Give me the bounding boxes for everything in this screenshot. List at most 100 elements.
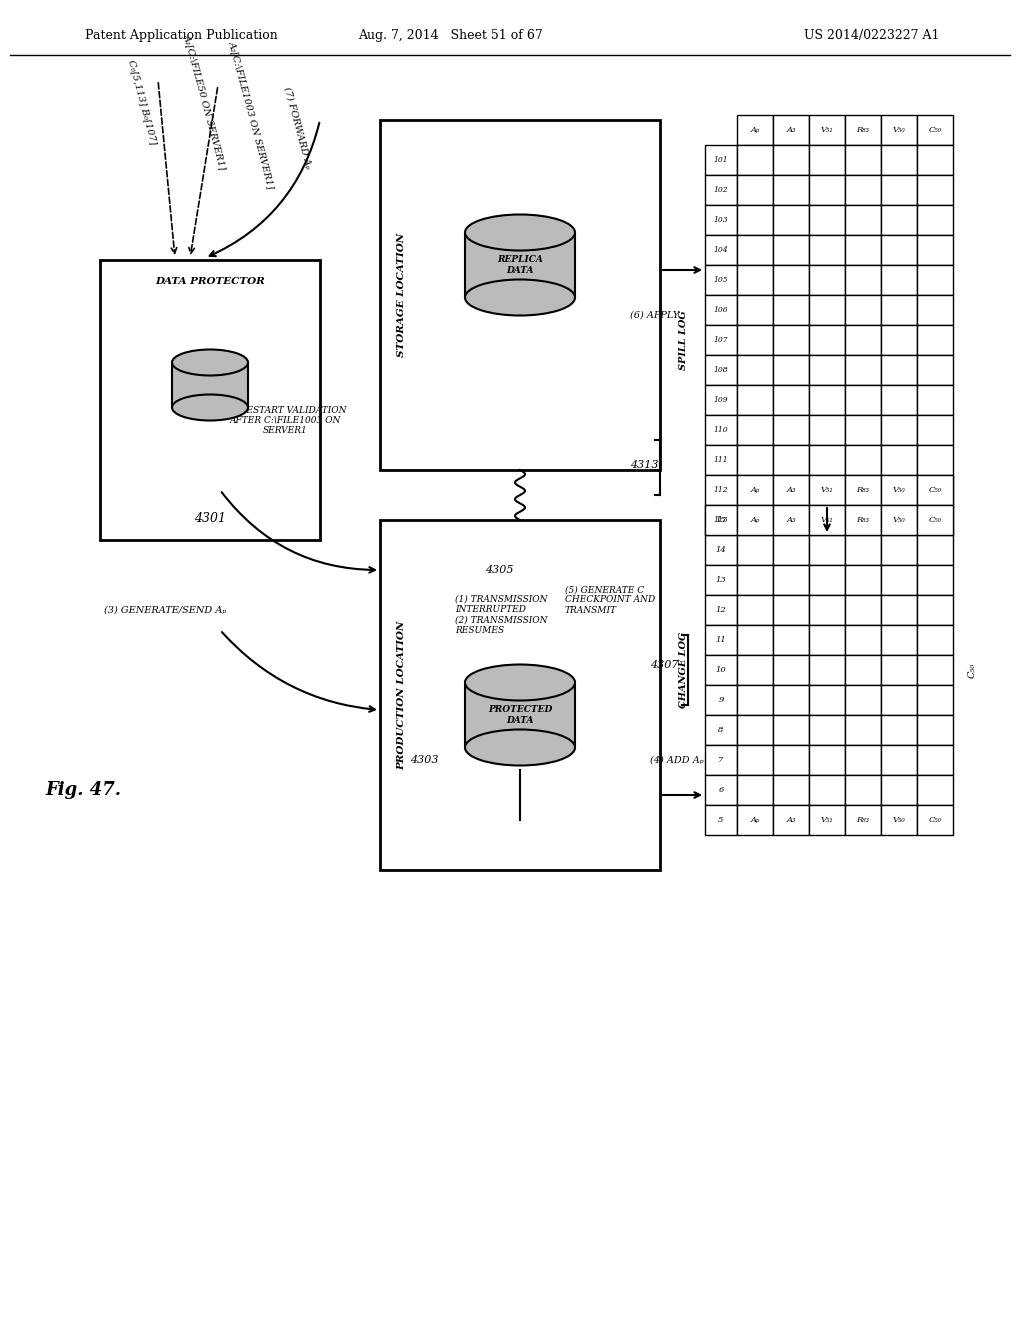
Bar — [881, 265, 918, 294]
Bar — [845, 715, 881, 744]
Bar — [881, 685, 918, 715]
Bar — [845, 475, 881, 506]
Bar — [809, 565, 845, 595]
Bar — [773, 506, 809, 535]
Bar — [465, 682, 575, 747]
Bar — [881, 445, 918, 475]
Bar — [881, 235, 918, 265]
Bar — [773, 475, 809, 506]
Bar — [918, 145, 953, 176]
Bar — [737, 506, 773, 535]
Bar — [773, 115, 809, 145]
Bar — [918, 565, 953, 595]
Bar — [845, 624, 881, 655]
Bar — [705, 685, 737, 715]
Bar — [773, 805, 809, 836]
Bar — [881, 385, 918, 414]
Bar — [845, 205, 881, 235]
Bar — [845, 325, 881, 355]
Bar — [809, 506, 845, 535]
Bar — [845, 145, 881, 176]
Bar — [918, 176, 953, 205]
Text: C₅₀: C₅₀ — [929, 125, 941, 135]
Bar — [809, 205, 845, 235]
Bar — [380, 120, 660, 470]
Bar — [845, 414, 881, 445]
Text: C₅₀: C₅₀ — [929, 486, 941, 494]
Bar — [881, 325, 918, 355]
Bar — [705, 475, 737, 506]
Bar — [705, 294, 737, 325]
Bar — [100, 260, 319, 540]
Text: 11: 11 — [716, 636, 726, 644]
Text: Aug. 7, 2014   Sheet 51 of 67: Aug. 7, 2014 Sheet 51 of 67 — [357, 29, 543, 41]
Bar — [773, 565, 809, 595]
Text: V₅₁: V₅₁ — [820, 516, 834, 524]
Bar — [845, 176, 881, 205]
Bar — [705, 414, 737, 445]
Bar — [773, 176, 809, 205]
Text: SPILL LOG: SPILL LOG — [679, 310, 687, 370]
Text: V₅₀: V₅₀ — [893, 125, 905, 135]
Text: C₅₀: C₅₀ — [929, 516, 941, 524]
Bar — [773, 414, 809, 445]
Bar — [705, 325, 737, 355]
Text: CHANGE LOG: CHANGE LOG — [679, 632, 687, 709]
Text: (1) TRANSMISSION
INTERRUPTED
(2) TRANSMISSION
RESUMES: (1) TRANSMISSION INTERRUPTED (2) TRANSMI… — [455, 595, 548, 635]
Text: 4307: 4307 — [650, 660, 679, 671]
Bar — [809, 176, 845, 205]
Bar — [773, 624, 809, 655]
Bar — [773, 744, 809, 775]
Bar — [918, 595, 953, 624]
Bar — [845, 445, 881, 475]
Bar — [881, 655, 918, 685]
Text: 7: 7 — [718, 756, 724, 764]
Bar — [737, 685, 773, 715]
Bar — [918, 805, 953, 836]
Bar — [773, 355, 809, 385]
Bar — [918, 294, 953, 325]
Text: 10: 10 — [716, 667, 726, 675]
Bar — [918, 445, 953, 475]
Bar — [773, 655, 809, 685]
Bar — [705, 744, 737, 775]
Text: 110: 110 — [714, 426, 728, 434]
Bar — [737, 325, 773, 355]
Bar — [809, 235, 845, 265]
Text: V₅₀: V₅₀ — [893, 486, 905, 494]
Bar — [705, 235, 737, 265]
Bar — [881, 595, 918, 624]
Bar — [773, 535, 809, 565]
Text: 105: 105 — [714, 276, 728, 284]
Text: 4313: 4313 — [630, 459, 658, 470]
Text: 111: 111 — [714, 455, 728, 465]
Text: 106: 106 — [714, 306, 728, 314]
Bar — [918, 535, 953, 565]
Bar — [737, 775, 773, 805]
Text: C₅₀: C₅₀ — [968, 663, 977, 677]
Bar — [881, 805, 918, 836]
Bar — [773, 595, 809, 624]
Text: A₃: A₃ — [786, 486, 796, 494]
Text: 101: 101 — [714, 156, 728, 164]
Bar — [881, 145, 918, 176]
Bar — [809, 506, 845, 535]
Bar — [918, 414, 953, 445]
Bar — [881, 115, 918, 145]
Text: V₅₀: V₅₀ — [893, 516, 905, 524]
Bar — [918, 715, 953, 744]
Text: (6) APPLY: (6) APPLY — [631, 310, 680, 319]
Bar — [918, 506, 953, 535]
Bar — [705, 176, 737, 205]
Text: 9: 9 — [718, 696, 724, 704]
Bar — [918, 265, 953, 294]
Bar — [773, 235, 809, 265]
Bar — [705, 205, 737, 235]
Text: 12: 12 — [716, 606, 726, 614]
Bar — [918, 624, 953, 655]
Bar — [737, 355, 773, 385]
Bar — [881, 506, 918, 535]
Text: 107: 107 — [714, 337, 728, 345]
Text: 6: 6 — [718, 785, 724, 795]
Bar — [809, 385, 845, 414]
